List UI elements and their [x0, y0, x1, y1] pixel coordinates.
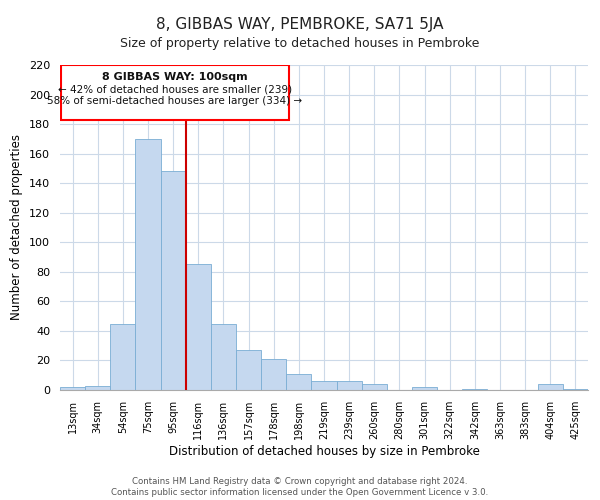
Bar — [337, 381, 362, 390]
Bar — [563, 388, 588, 390]
Text: 8, GIBBAS WAY, PEMBROKE, SA71 5JA: 8, GIBBAS WAY, PEMBROKE, SA71 5JA — [156, 18, 444, 32]
Text: ← 42% of detached houses are smaller (239): ← 42% of detached houses are smaller (23… — [58, 84, 292, 94]
Bar — [136, 139, 161, 390]
Bar — [261, 359, 286, 390]
Bar — [110, 324, 136, 390]
Text: 58% of semi-detached houses are larger (334) →: 58% of semi-detached houses are larger (… — [47, 96, 302, 106]
Bar — [211, 324, 236, 390]
Text: 8 GIBBAS WAY: 100sqm: 8 GIBBAS WAY: 100sqm — [102, 72, 248, 83]
Bar — [236, 350, 261, 390]
Bar — [538, 384, 563, 390]
X-axis label: Distribution of detached houses by size in Pembroke: Distribution of detached houses by size … — [169, 444, 479, 458]
Bar — [60, 387, 85, 390]
Bar — [412, 387, 437, 390]
Bar — [61, 65, 289, 120]
Bar — [161, 172, 186, 390]
Bar — [186, 264, 211, 390]
Y-axis label: Number of detached properties: Number of detached properties — [10, 134, 23, 320]
Text: Contains HM Land Registry data © Crown copyright and database right 2024.: Contains HM Land Registry data © Crown c… — [132, 476, 468, 486]
Text: Contains public sector information licensed under the Open Government Licence v : Contains public sector information licen… — [112, 488, 488, 497]
Text: Size of property relative to detached houses in Pembroke: Size of property relative to detached ho… — [121, 38, 479, 51]
Bar — [311, 381, 337, 390]
Bar — [462, 388, 487, 390]
Bar — [286, 374, 311, 390]
Bar — [85, 386, 110, 390]
Bar — [362, 384, 387, 390]
